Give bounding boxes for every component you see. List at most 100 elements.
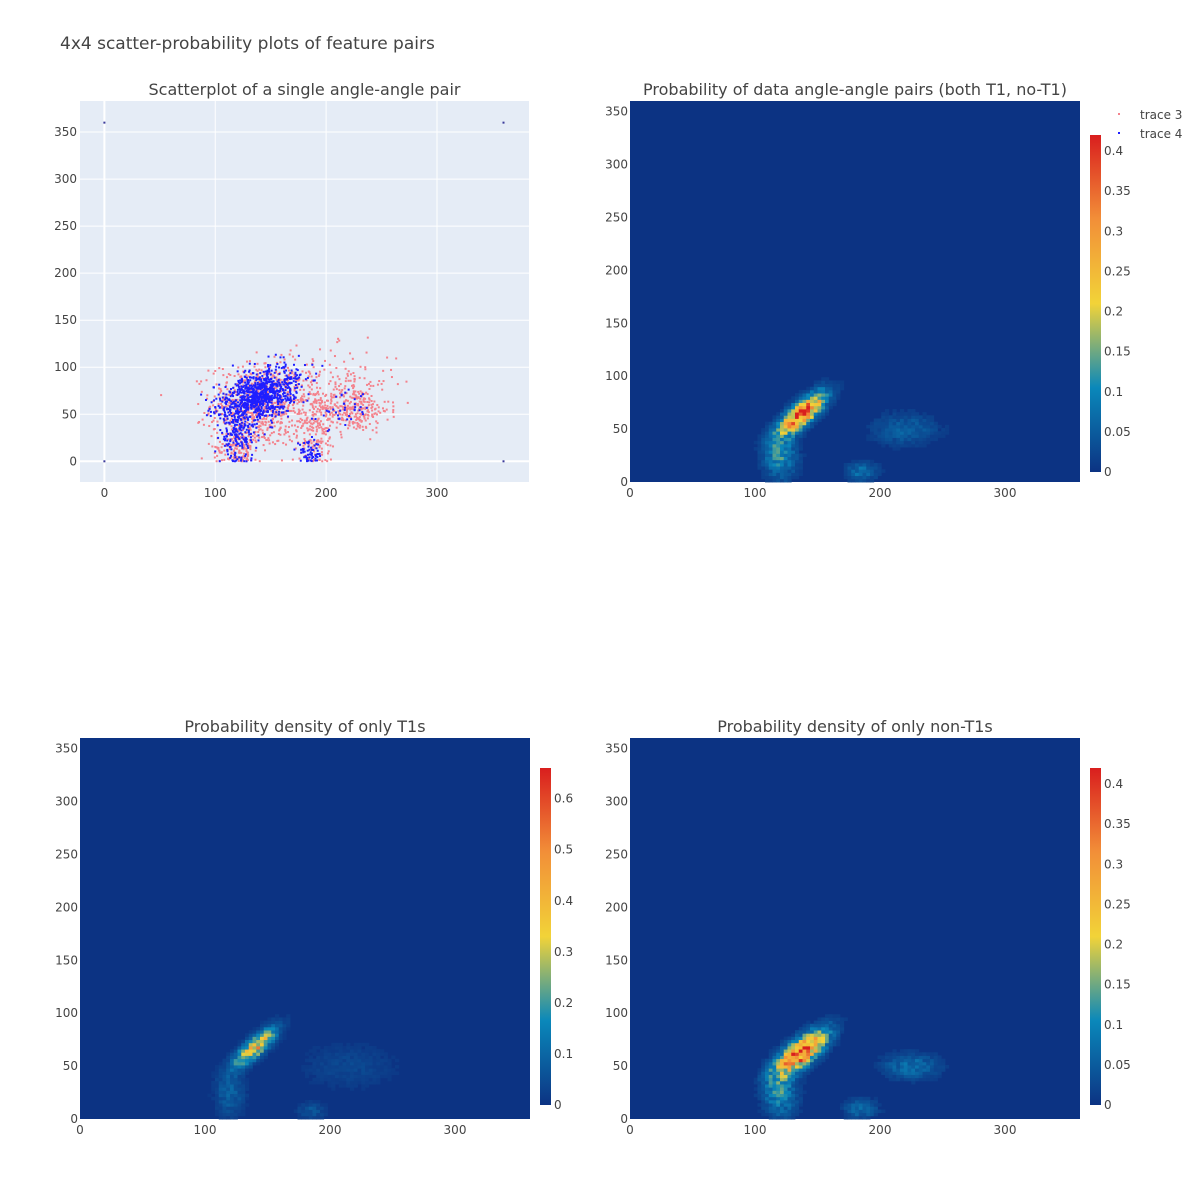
heatmap-cell [900, 443, 905, 448]
heatmap-cell [832, 1014, 837, 1018]
heatmap-cell [768, 1061, 773, 1066]
heatmap-cell [323, 1045, 328, 1050]
scatter-point [242, 427, 245, 430]
heatmap-cell [365, 1058, 370, 1063]
heatmap-cell [933, 428, 938, 432]
scatter-point [306, 399, 309, 402]
heatmap-cell [817, 1045, 822, 1050]
scatter-point [215, 383, 218, 386]
heatmap-cell [380, 1058, 385, 1063]
scatter-point [313, 379, 316, 382]
heatmap-cell [802, 1077, 807, 1082]
heatmap-cell [361, 1087, 366, 1091]
scatter-point [260, 396, 263, 399]
heatmap-cell [282, 1023, 287, 1028]
heatmap-cell [237, 1065, 242, 1069]
heatmap-cell [851, 478, 856, 483]
scatter-point [200, 390, 203, 393]
heatmap-cell [806, 1052, 811, 1056]
heatmap-cell [791, 434, 796, 438]
scatter-point [255, 404, 258, 407]
scatter-point [256, 383, 259, 386]
heatmap-cell [915, 1058, 920, 1063]
heatmap-cell [327, 1049, 332, 1053]
scatter-point [336, 341, 339, 344]
heatmap-cell [780, 434, 785, 438]
scatter-point [308, 453, 311, 456]
legend-marker [1118, 113, 1120, 115]
heatmap-cell [323, 1103, 328, 1107]
heatmap-cell [218, 1115, 223, 1120]
heatmap-cell [806, 424, 811, 429]
legend-item-trace-3: trace 3 [1118, 108, 1182, 122]
scatter-point [260, 409, 263, 412]
scatter-point [275, 378, 278, 381]
scatter-point [293, 389, 296, 392]
heatmap-cell [233, 1093, 238, 1098]
scatter-point [216, 446, 219, 449]
heatmap-cell [263, 1042, 268, 1047]
heatmap-cell [391, 1068, 396, 1072]
scatter-point [268, 439, 271, 442]
scatter-point [392, 415, 395, 418]
heatmap-cell [915, 1061, 920, 1066]
heatmap-cell [825, 412, 830, 416]
heatmap-cell [847, 1099, 852, 1104]
scatter-point [273, 376, 276, 379]
scatter-point [222, 407, 225, 410]
heatmap-cell [361, 1077, 366, 1082]
y-tick-label: 0 [69, 454, 77, 468]
scatter-point [307, 375, 310, 378]
heatmap-cell [840, 1030, 845, 1034]
scatter-point [252, 377, 255, 380]
scatter-point [312, 422, 315, 425]
scatter-point [243, 416, 246, 419]
scatter-point [290, 409, 293, 412]
heatmap-cell [855, 475, 860, 480]
scatter-point [221, 404, 224, 407]
scatter-point [308, 433, 311, 436]
heatmap-cell [821, 1045, 826, 1050]
heatmap-cell [828, 1020, 833, 1025]
scatter-point [263, 383, 266, 386]
heatmap-cell [828, 1030, 833, 1034]
heatmap-cell [795, 1052, 800, 1056]
scatter-point [288, 381, 291, 384]
heatmap-cell [263, 1049, 268, 1053]
scatter-point [316, 391, 319, 394]
heatmap-cell [866, 1096, 871, 1101]
heatmap-cell [241, 1055, 246, 1060]
heatmap-cell [286, 1023, 291, 1028]
scatter-point [230, 444, 233, 447]
heatmap-cell [207, 1093, 212, 1098]
scatter-point [247, 426, 250, 429]
heatmap-cell [870, 466, 875, 470]
heatmap-cell [365, 1068, 370, 1072]
heatmap-cell [892, 437, 897, 442]
scatter-point [244, 406, 247, 409]
scatter-point [345, 411, 348, 414]
scatter-point [237, 366, 240, 369]
scatter-point [255, 435, 258, 438]
heatmap-cell [836, 1036, 841, 1041]
scatter-point [235, 430, 238, 433]
heatmap-cell [218, 1093, 223, 1098]
scatter-point [303, 411, 306, 414]
heatmap-cell [798, 1109, 803, 1114]
scatter-point [300, 426, 303, 429]
scatter-point [252, 396, 255, 399]
heatmap-cell [896, 447, 901, 451]
heatmap-cell [783, 1045, 788, 1050]
heatmap-cell [930, 415, 935, 419]
heatmap-cell [900, 1068, 905, 1072]
scatter-point [299, 417, 302, 420]
scatter-point [249, 440, 252, 443]
heatmap-cell [320, 1103, 325, 1107]
heatmap-cell [795, 462, 800, 467]
heatmap-cell [335, 1052, 340, 1056]
heatmap-cell [768, 1074, 773, 1079]
scatter-point [284, 397, 287, 400]
y-tick-label: 250 [605, 210, 628, 224]
scatter-point [298, 376, 301, 379]
heatmap-cell [791, 1074, 796, 1079]
